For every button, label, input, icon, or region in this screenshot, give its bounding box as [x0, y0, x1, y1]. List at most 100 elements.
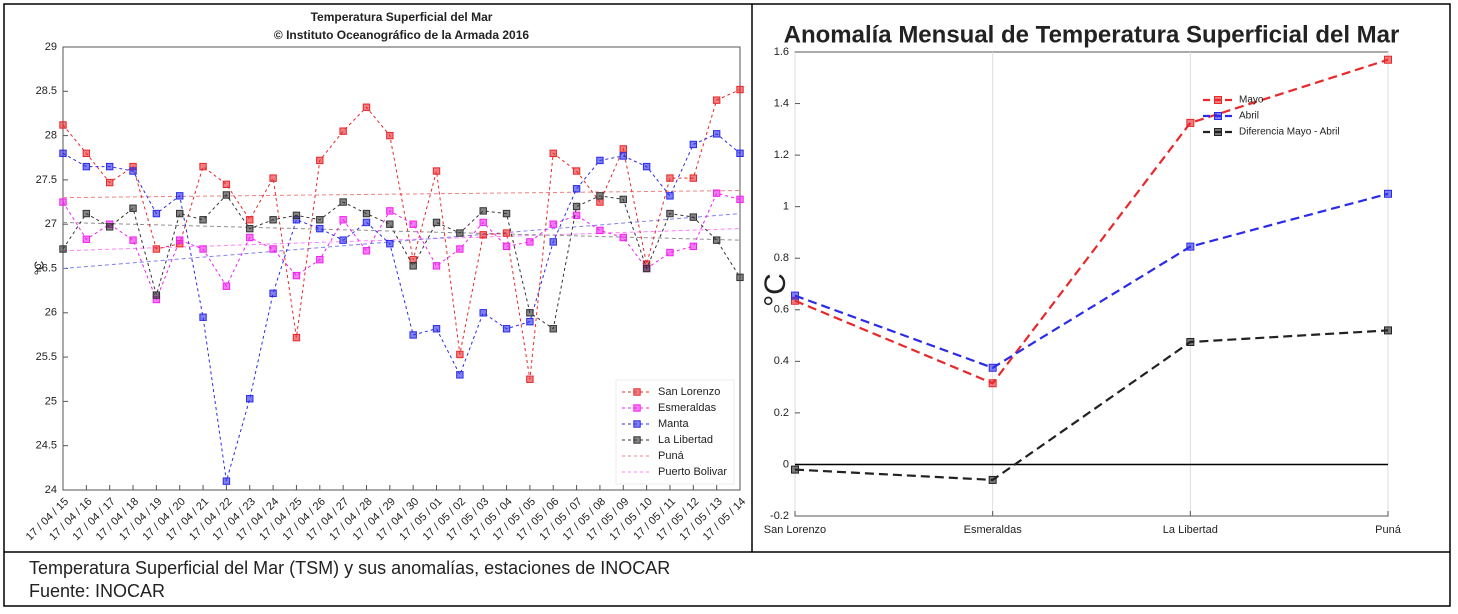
point — [502, 229, 511, 237]
y-tick-label: 1 — [783, 201, 789, 213]
point — [988, 379, 997, 388]
point — [456, 229, 464, 237]
point — [105, 178, 114, 187]
point — [572, 202, 581, 211]
point — [736, 85, 744, 94]
point — [572, 185, 581, 193]
point — [526, 375, 534, 383]
chart-subtitle: © Instituto Oceanográfico de la Armada 2… — [274, 28, 529, 42]
point — [176, 236, 184, 244]
point — [1186, 338, 1195, 346]
point — [456, 245, 464, 253]
point — [596, 226, 604, 235]
point — [339, 236, 347, 244]
y-tick-label: 26.5 — [36, 262, 57, 274]
point — [596, 156, 604, 165]
point — [59, 149, 67, 158]
point — [199, 245, 207, 253]
point — [479, 218, 487, 227]
point — [152, 291, 161, 299]
y-tick-label: 24.5 — [36, 440, 57, 452]
point — [386, 239, 394, 248]
point — [502, 209, 511, 218]
point — [82, 235, 91, 243]
legend-marker — [1214, 96, 1222, 104]
y-tick-label: 27 — [45, 218, 57, 230]
caption: Temperatura Superficial del Mar (TSM) y … — [29, 558, 670, 578]
point — [736, 195, 744, 204]
x-tick-label: Puná — [1375, 524, 1402, 536]
point — [549, 220, 557, 228]
point — [316, 224, 324, 233]
point — [1384, 189, 1392, 198]
point — [479, 309, 487, 317]
point — [666, 209, 674, 218]
point — [316, 216, 324, 224]
y-tick-label: 1.2 — [774, 149, 789, 161]
point — [176, 209, 184, 218]
point — [199, 216, 207, 224]
point — [526, 238, 534, 246]
point — [386, 207, 394, 215]
y-axis-label: °C — [759, 273, 792, 307]
legend-marker — [633, 404, 641, 412]
point — [82, 162, 91, 171]
point — [712, 236, 721, 244]
y-tick-label: 27.5 — [36, 174, 57, 186]
point — [386, 220, 394, 228]
point — [689, 174, 698, 182]
series-line — [62, 89, 741, 380]
point — [129, 204, 137, 212]
y-tick-label: 0.2 — [774, 407, 789, 419]
point — [791, 465, 799, 474]
legend-label: Manta — [658, 418, 689, 430]
point — [619, 233, 627, 242]
point — [222, 477, 231, 485]
point — [82, 209, 91, 218]
point — [269, 216, 277, 224]
legend-marker — [1214, 112, 1222, 120]
series-line — [794, 329, 1389, 482]
legend-label: Abril — [1239, 111, 1259, 122]
trend-line — [62, 190, 741, 199]
legend-marker — [1214, 128, 1222, 136]
point — [59, 121, 67, 129]
point — [1186, 118, 1195, 127]
point — [246, 395, 254, 403]
point — [409, 262, 417, 270]
y-tick-label: 26 — [45, 307, 57, 319]
point — [246, 233, 254, 242]
legend-marker — [633, 388, 641, 396]
y-tick-label: 25.5 — [36, 351, 57, 363]
trend-line — [62, 228, 741, 252]
legend-label: Mayo — [1239, 95, 1264, 106]
point — [152, 209, 161, 218]
point — [689, 140, 698, 149]
point — [292, 211, 301, 220]
point — [105, 162, 114, 171]
point — [409, 220, 417, 228]
legend-box — [615, 379, 735, 485]
point — [526, 317, 534, 326]
point — [199, 313, 207, 321]
point — [129, 236, 137, 244]
caption-source: Fuente: INOCAR — [29, 581, 165, 601]
y-tick-label: 28.5 — [36, 85, 57, 97]
point — [689, 213, 698, 221]
point — [269, 289, 277, 298]
point — [269, 174, 277, 182]
point — [666, 248, 674, 257]
outer-border — [3, 3, 1451, 607]
x-tick-label: La Libertad — [1163, 524, 1218, 536]
point — [736, 149, 744, 158]
y-axis-label: °C — [31, 261, 46, 276]
point — [666, 174, 674, 182]
chart-title: Anomalía Mensual de Temperatura Superfic… — [784, 21, 1400, 48]
point — [409, 331, 417, 339]
point — [642, 162, 651, 171]
y-tick-label: 1.6 — [774, 46, 789, 58]
plot-area — [794, 51, 1389, 517]
y-tick-label: 25 — [45, 395, 57, 407]
point — [432, 218, 441, 227]
point — [642, 264, 651, 273]
